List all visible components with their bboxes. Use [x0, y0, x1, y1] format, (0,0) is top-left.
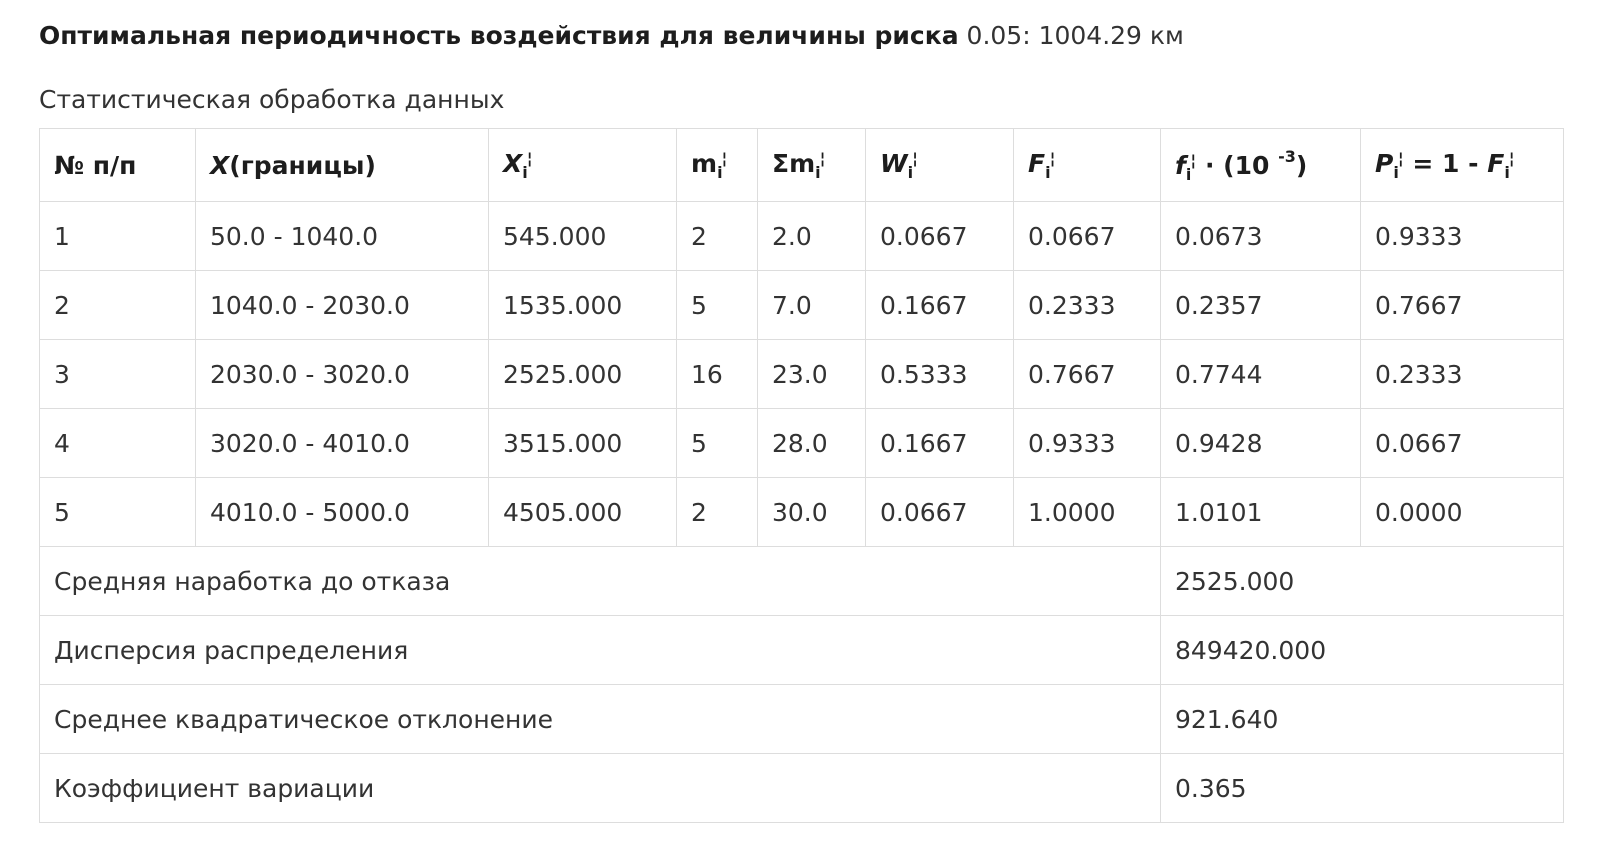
- header-mi: mi¦: [676, 128, 758, 202]
- cell-wi: 0.1667: [865, 270, 1014, 340]
- cell-xi: 545.000: [488, 201, 677, 271]
- summary-value: 2525.000: [1160, 546, 1564, 616]
- cell-number: 2: [39, 270, 196, 340]
- table-header-row: № п/п X(границы) Xi¦ mi¦ Σmi¦ Wi¦ Fi¦ fi…: [39, 128, 1564, 202]
- summary-label: Дисперсия распределения: [39, 615, 1161, 685]
- cell-pi: 0.9333: [1360, 201, 1564, 271]
- headline: Оптимальная периодичность воздействия дл…: [39, 18, 1184, 54]
- cell-pi: 0.7667: [1360, 270, 1564, 340]
- cell-sum-mi: 7.0: [757, 270, 866, 340]
- cell-fi-density: 0.7744: [1160, 339, 1361, 409]
- summary-value: 849420.000: [1160, 615, 1564, 685]
- cell-sum-mi: 23.0: [757, 339, 866, 409]
- cell-fi-density: 0.2357: [1160, 270, 1361, 340]
- cell-fi: 0.2333: [1013, 270, 1161, 340]
- cell-mi: 16: [676, 339, 758, 409]
- cell-wi: 0.1667: [865, 408, 1014, 478]
- cell-fi: 1.0000: [1013, 477, 1161, 547]
- table-caption: Статистическая обработка данных: [39, 85, 505, 114]
- cell-bounds: 4010.0 - 5000.0: [195, 477, 489, 547]
- summary-row: Дисперсия распределения 849420.000: [39, 615, 1564, 685]
- summary-label: Средняя наработка до отказа: [39, 546, 1161, 616]
- cell-number: 4: [39, 408, 196, 478]
- table-row: 5 4010.0 - 5000.0 4505.000 2 30.0 0.0667…: [39, 477, 1564, 547]
- cell-mi: 2: [676, 477, 758, 547]
- statistics-table: № п/п X(границы) Xi¦ mi¦ Σmi¦ Wi¦ Fi¦ fi…: [39, 128, 1564, 823]
- cell-fi: 0.7667: [1013, 339, 1161, 409]
- summary-row: Коэффициент вариации 0.365: [39, 753, 1564, 823]
- cell-sum-mi: 28.0: [757, 408, 866, 478]
- cell-fi: 0.9333: [1013, 408, 1161, 478]
- summary-label: Коэффициент вариации: [39, 753, 1161, 823]
- header-number: № п/п: [39, 128, 196, 202]
- cell-pi: 0.0000: [1360, 477, 1564, 547]
- table-row: 3 2030.0 - 3020.0 2525.000 16 23.0 0.533…: [39, 339, 1564, 409]
- cell-mi: 5: [676, 270, 758, 340]
- table-row: 1 50.0 - 1040.0 545.000 2 2.0 0.0667 0.0…: [39, 201, 1564, 271]
- summary-label: Среднее квадратическое отклонение: [39, 684, 1161, 754]
- cell-bounds: 1040.0 - 2030.0: [195, 270, 489, 340]
- header-fi-density: fi¦ · (10 -3): [1160, 128, 1361, 202]
- header-fi: Fi¦: [1013, 128, 1161, 202]
- cell-sum-mi: 30.0: [757, 477, 866, 547]
- cell-xi: 1535.000: [488, 270, 677, 340]
- cell-pi: 0.0667: [1360, 408, 1564, 478]
- cell-number: 3: [39, 339, 196, 409]
- cell-sum-mi: 2.0: [757, 201, 866, 271]
- header-bounds: X(границы): [195, 128, 489, 202]
- cell-mi: 2: [676, 201, 758, 271]
- header-xi: Xi¦: [488, 128, 677, 202]
- cell-fi: 0.0667: [1013, 201, 1161, 271]
- cell-xi: 3515.000: [488, 408, 677, 478]
- table-row: 2 1040.0 - 2030.0 1535.000 5 7.0 0.1667 …: [39, 270, 1564, 340]
- cell-number: 5: [39, 477, 196, 547]
- headline-label: Оптимальная периодичность воздействия дл…: [39, 21, 959, 50]
- header-wi: Wi¦: [865, 128, 1014, 202]
- summary-value: 921.640: [1160, 684, 1564, 754]
- cell-mi: 5: [676, 408, 758, 478]
- cell-fi-density: 0.0673: [1160, 201, 1361, 271]
- cell-wi: 0.0667: [865, 201, 1014, 271]
- headline-value: 0.05: 1004.29 км: [966, 21, 1184, 50]
- summary-row: Среднее квадратическое отклонение 921.64…: [39, 684, 1564, 754]
- cell-bounds: 50.0 - 1040.0: [195, 201, 489, 271]
- cell-bounds: 3020.0 - 4010.0: [195, 408, 489, 478]
- cell-xi: 4505.000: [488, 477, 677, 547]
- header-pi: Pi¦ = 1 - Fi¦: [1360, 128, 1564, 202]
- cell-number: 1: [39, 201, 196, 271]
- cell-wi: 0.5333: [865, 339, 1014, 409]
- table-row: 4 3020.0 - 4010.0 3515.000 5 28.0 0.1667…: [39, 408, 1564, 478]
- cell-fi-density: 1.0101: [1160, 477, 1361, 547]
- cell-wi: 0.0667: [865, 477, 1014, 547]
- cell-fi-density: 0.9428: [1160, 408, 1361, 478]
- cell-bounds: 2030.0 - 3020.0: [195, 339, 489, 409]
- summary-value: 0.365: [1160, 753, 1564, 823]
- cell-pi: 0.2333: [1360, 339, 1564, 409]
- cell-xi: 2525.000: [488, 339, 677, 409]
- header-sum-mi: Σmi¦: [757, 128, 866, 202]
- summary-row: Средняя наработка до отказа 2525.000: [39, 546, 1564, 616]
